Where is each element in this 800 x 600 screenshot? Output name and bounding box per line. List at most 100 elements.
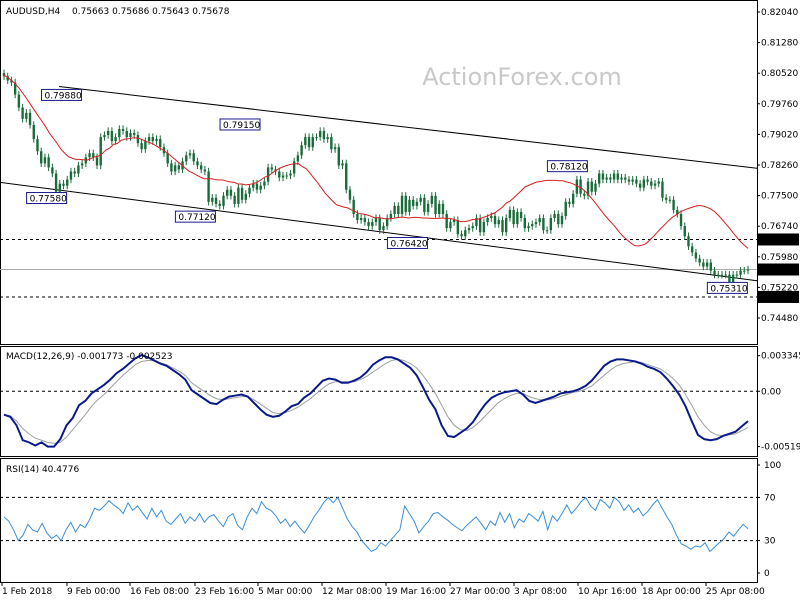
candle-body: [95, 157, 99, 166]
price-tag-label: 0.76420: [760, 235, 797, 245]
time-tick-label: 3 Apr 08:00: [514, 587, 567, 597]
candle-body: [646, 179, 649, 182]
candle-body: [289, 173, 292, 176]
candle-body: [415, 201, 419, 206]
candle-body: [140, 143, 143, 150]
candle-body: [166, 153, 169, 164]
price-tick-label: 0.75980: [761, 253, 798, 263]
candle-body: [709, 262, 712, 271]
time-tick-label: 27 Mar 00:00: [450, 587, 510, 597]
candle-body: [66, 179, 69, 186]
time-tick-label: 10 Apr 16:00: [578, 587, 637, 597]
candle-body: [683, 226, 686, 237]
candle-body: [612, 173, 616, 180]
candle-body: [378, 218, 381, 231]
macd-tick-label: -0.005197: [761, 443, 800, 453]
candle-body: [237, 187, 240, 204]
candle-body: [322, 131, 326, 140]
candle-body: [389, 213, 393, 219]
candle-body: [545, 230, 549, 232]
price-tick-label: 0.79760: [761, 100, 798, 110]
candle-body: [382, 226, 385, 231]
candle-body: [564, 201, 567, 216]
candle-body: [121, 128, 125, 131]
annotation-box: [546, 160, 588, 173]
candle-body: [631, 179, 634, 182]
candle-body: [735, 274, 739, 276]
candle-body: [731, 274, 735, 283]
rsi-title: RSI(14) 40.4776: [6, 465, 79, 475]
candle-body: [501, 220, 504, 233]
candle-body: [47, 157, 50, 168]
candle-body: [397, 205, 400, 214]
candle-body: [114, 137, 117, 142]
candle-body: [136, 135, 140, 144]
candle-body: [80, 163, 84, 166]
candle-body: [679, 213, 683, 227]
candle-body: [579, 179, 582, 194]
candle-body: [133, 133, 136, 136]
candle-body: [25, 112, 28, 119]
candle-body: [62, 183, 65, 186]
annotation-label: 0.77120: [178, 213, 215, 223]
candle-body: [717, 274, 720, 276]
candle-body: [557, 213, 560, 225]
price-tick-label: 0.74480: [761, 314, 798, 324]
candle-body: [460, 234, 463, 237]
signal-line: [3, 358, 749, 444]
candle-body: [438, 203, 441, 214]
candle-body: [668, 199, 672, 201]
candle-body: [40, 151, 43, 164]
time-tick-label: 23 Feb 16:00: [195, 587, 254, 597]
candle-body: [705, 262, 709, 267]
candle-body: [255, 183, 259, 190]
candle-body: [493, 216, 497, 225]
chart-symbol: AUDUSD,H4: [6, 7, 61, 17]
candle-body: [426, 203, 430, 212]
price-panel[interactable]: [0, 0, 758, 345]
rsi-tick-label: 100: [764, 461, 781, 471]
time-axis: 1 Feb 2018 9 Feb 00:00 16 Feb 08:00 23 Feb …: [1, 582, 765, 597]
moving-average: [3, 74, 749, 249]
watermark: ActionForex.com: [422, 63, 622, 91]
candle-body: [177, 165, 181, 170]
price-tick-label: 0.79020: [761, 130, 798, 140]
candle-body: [99, 137, 102, 166]
price-tick-label: 0.76740: [761, 222, 798, 232]
macd-lines: [3, 354, 749, 448]
price-axis: 0.82040 0.81280 0.80520 0.79760 0.79020 0.782…: [757, 8, 798, 324]
candle-body: [739, 270, 742, 275]
candle-body: [147, 137, 151, 142]
annotation-box: [386, 236, 428, 249]
candle-body: [635, 179, 638, 184]
candle-body: [412, 199, 415, 206]
annotation-label: 0.78120: [550, 163, 587, 173]
candle-body: [292, 161, 296, 174]
price-tick-label: 0.78260: [761, 161, 798, 171]
candle-body: [10, 80, 13, 83]
candle-body: [203, 169, 207, 172]
candle-body: [534, 222, 538, 225]
price-tag-box: [757, 290, 799, 303]
candle-body: [601, 173, 605, 180]
candle-body: [106, 131, 110, 136]
rsi-axis: 100 70 30 0: [0, 461, 781, 579]
candle-body: [743, 270, 746, 272]
candle-body: [728, 274, 731, 283]
candle-body: [650, 181, 653, 186]
candle-body: [694, 252, 698, 259]
annotation-box: [40, 88, 82, 101]
rsi-panel[interactable]: [0, 458, 758, 583]
candle-body: [207, 171, 210, 202]
candle-body: [326, 137, 329, 140]
candle-body: [452, 220, 456, 223]
candle-body: [307, 137, 311, 148]
candle-body: [363, 218, 367, 223]
chart-ohlc: 0.75663 0.75686 0.75643 0.75678: [72, 7, 230, 17]
time-tick-label: 12 Mar 08:00: [322, 587, 382, 597]
candle-body: [6, 76, 9, 81]
annotation-box: [174, 210, 216, 223]
annotation-box: [219, 118, 261, 131]
candle-body: [475, 218, 478, 227]
candle-body: [270, 167, 274, 170]
